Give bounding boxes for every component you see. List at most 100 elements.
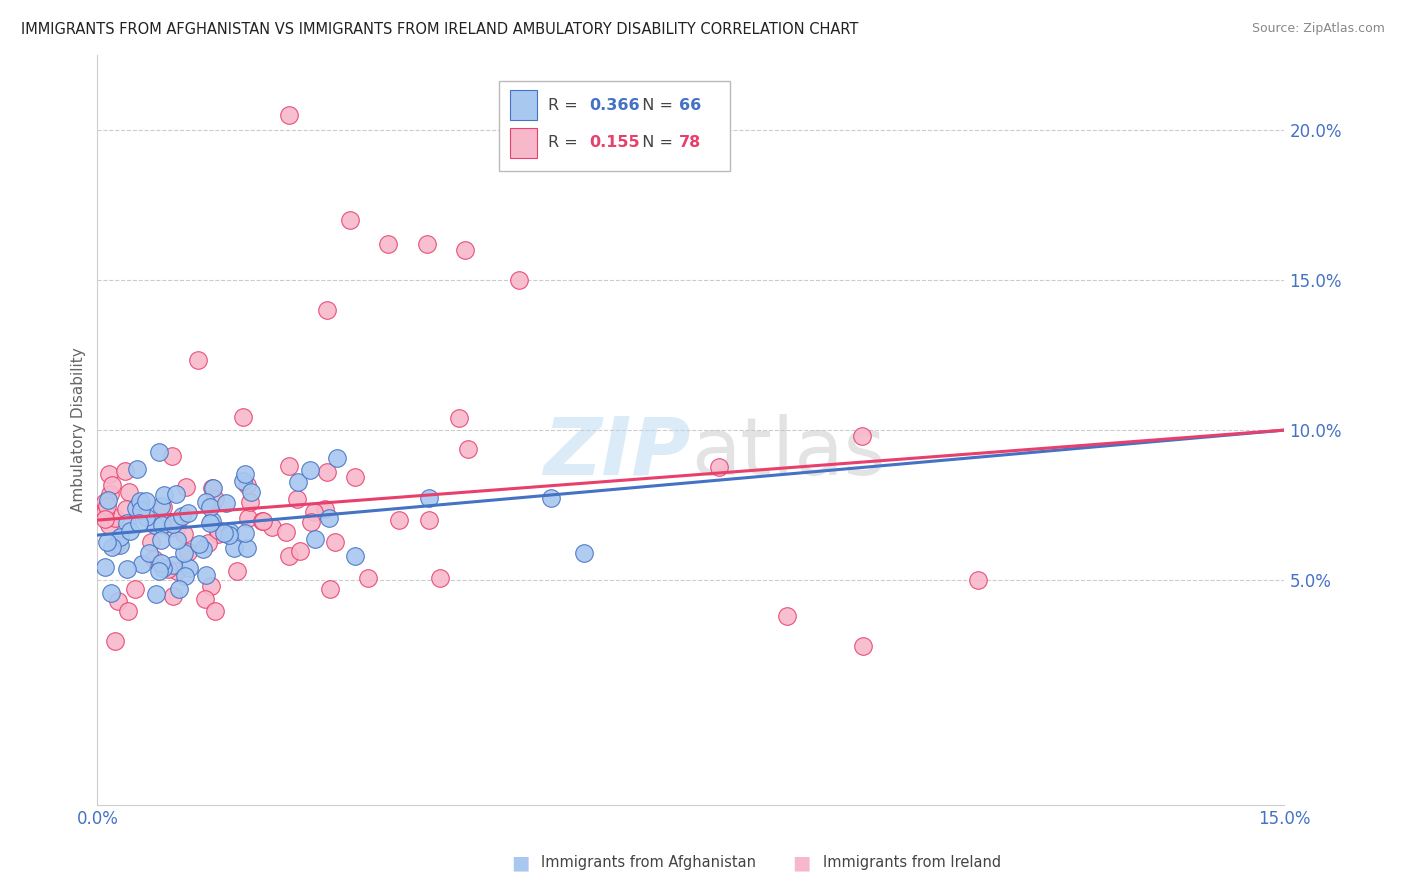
Point <box>135 494 157 508</box>
Text: Source: ZipAtlas.com: Source: ZipAtlas.com <box>1251 22 1385 36</box>
Point <box>127 462 149 476</box>
Point <box>107 594 129 608</box>
Point <box>193 541 215 556</box>
Point <box>201 481 224 495</box>
Point <box>97 492 120 507</box>
Bar <box>499 81 730 171</box>
Point <box>302 505 325 519</box>
Point <box>162 516 184 531</box>
Point <box>277 108 299 122</box>
Point <box>135 510 157 524</box>
Point <box>160 449 183 463</box>
Point <box>214 526 236 541</box>
Point <box>201 482 224 496</box>
Point <box>200 579 222 593</box>
Point <box>177 506 200 520</box>
Point <box>252 514 274 528</box>
Point <box>323 535 346 549</box>
Point <box>156 562 179 576</box>
Text: Immigrants from Afghanistan: Immigrants from Afghanistan <box>541 855 756 870</box>
Point <box>110 538 132 552</box>
Point <box>418 491 440 505</box>
Point <box>233 526 256 541</box>
Point <box>101 540 124 554</box>
Point <box>316 303 339 318</box>
Text: Immigrants from Ireland: Immigrants from Ireland <box>823 855 1001 870</box>
Point <box>187 353 209 368</box>
Point <box>299 515 322 529</box>
Point <box>138 546 160 560</box>
Point <box>115 502 138 516</box>
Point <box>240 484 263 499</box>
Point <box>166 533 188 548</box>
Point <box>232 409 254 424</box>
Point <box>357 571 380 585</box>
Point <box>96 499 118 513</box>
Point <box>174 480 197 494</box>
Point <box>325 450 347 465</box>
Point <box>304 532 326 546</box>
Point <box>98 487 121 501</box>
Point <box>454 243 477 257</box>
Point <box>94 512 117 526</box>
Point <box>96 535 118 549</box>
Point <box>152 500 174 514</box>
Point <box>775 609 797 624</box>
Text: ZIP: ZIP <box>544 414 690 491</box>
Text: R =: R = <box>548 136 583 151</box>
Text: 66: 66 <box>679 98 702 113</box>
Point <box>207 527 229 541</box>
Point <box>163 515 186 529</box>
Point <box>117 604 139 618</box>
Point <box>179 560 201 574</box>
Point <box>125 501 148 516</box>
Point <box>131 557 153 571</box>
Point <box>215 495 238 509</box>
Point <box>277 459 299 474</box>
Point <box>194 495 217 509</box>
Point <box>114 464 136 478</box>
Text: 78: 78 <box>679 136 702 151</box>
Point <box>288 544 311 558</box>
Point <box>97 518 120 533</box>
Point <box>170 508 193 523</box>
Point <box>418 513 440 527</box>
Point <box>173 546 195 560</box>
Point <box>94 560 117 574</box>
Point <box>285 492 308 507</box>
Point <box>105 537 128 551</box>
Point <box>204 603 226 617</box>
Point <box>94 501 117 516</box>
Point <box>709 459 731 474</box>
Point <box>377 237 399 252</box>
Point <box>129 503 152 517</box>
Point <box>339 213 361 227</box>
Point <box>572 546 595 560</box>
Point <box>129 493 152 508</box>
Point <box>201 514 224 528</box>
Text: IMMIGRANTS FROM AFGHANISTAN VS IMMIGRANTS FROM IRELAND AMBULATORY DISABILITY COR: IMMIGRANTS FROM AFGHANISTAN VS IMMIGRANT… <box>21 22 859 37</box>
Text: R =: R = <box>548 98 583 113</box>
Text: N =: N = <box>631 136 678 151</box>
Point <box>250 514 273 528</box>
Point <box>150 533 173 548</box>
Point <box>162 589 184 603</box>
Point <box>274 525 297 540</box>
Point <box>236 510 259 524</box>
Point <box>149 499 172 513</box>
Point <box>318 510 340 524</box>
Point <box>235 467 257 481</box>
Point <box>187 537 209 551</box>
Point <box>108 530 131 544</box>
Point <box>150 517 173 532</box>
Y-axis label: Ambulatory Disability: Ambulatory Disability <box>72 348 86 513</box>
Point <box>166 564 188 578</box>
Point <box>115 562 138 576</box>
Point <box>162 558 184 573</box>
Point <box>94 495 117 509</box>
Point <box>143 552 166 566</box>
Point <box>100 586 122 600</box>
Point <box>148 565 170 579</box>
Point <box>218 528 240 542</box>
Point <box>104 511 127 525</box>
